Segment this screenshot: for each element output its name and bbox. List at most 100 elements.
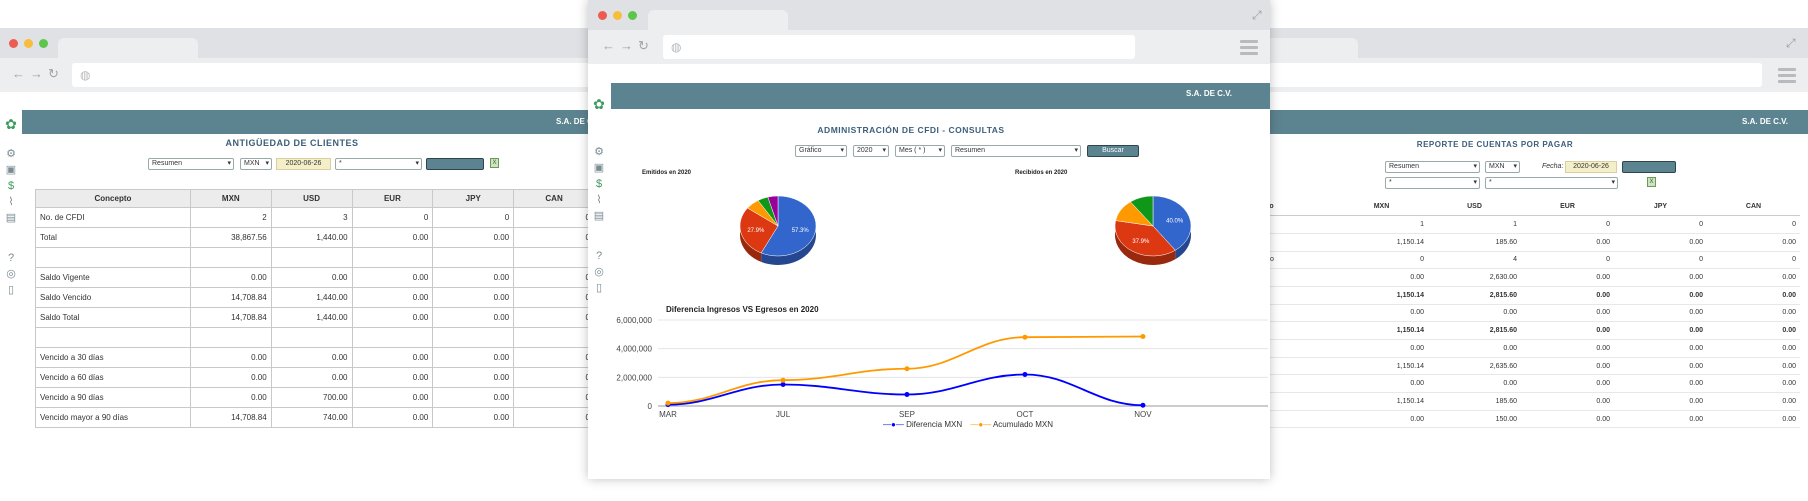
reload-icon[interactable]: ↻: [48, 66, 59, 81]
address-bar[interactable]: ◍: [663, 35, 1135, 59]
gear-icon[interactable]: ⚙: [6, 148, 16, 160]
dollar-icon[interactable]: $: [7, 180, 15, 192]
pie-slice-side: [1115, 220, 1176, 265]
series-point: [904, 392, 910, 398]
address-bar[interactable]: [1180, 63, 1762, 87]
user-icon[interactable]: ◎: [6, 268, 16, 280]
pie-right-title: Recibidos en 2020: [1015, 170, 1068, 176]
legend-diferencia-icon: —●—: [883, 420, 904, 429]
box-icon[interactable]: ▣: [5, 164, 17, 176]
address-row: ← → ↻ ◍: [588, 30, 1270, 64]
legend-acumulado-icon: —●—: [970, 420, 992, 429]
forward-arrow-icon[interactable]: →: [620, 38, 633, 53]
expand-icon[interactable]: ⤢: [1786, 36, 1796, 50]
currency-select[interactable]: MXN: [240, 158, 272, 170]
box-icon[interactable]: ▣: [593, 162, 605, 174]
currency-select[interactable]: MXN: [1485, 161, 1520, 173]
y-tick-label: 0: [648, 402, 653, 411]
table-cell: 0: [1614, 215, 1707, 234]
table-cell: 0.00: [1521, 268, 1614, 287]
pie-left-title: Emitidos en 2020: [642, 170, 692, 176]
minimize-dot[interactable]: [24, 39, 33, 48]
book-icon[interactable]: ▯: [595, 282, 603, 294]
year-select[interactable]: 2020: [853, 145, 889, 157]
table-cell: 185.60: [1428, 233, 1521, 252]
maximize-dot[interactable]: [628, 11, 637, 20]
table-cell: 0.00: [1614, 233, 1707, 252]
table-cell: 1: [1335, 215, 1428, 234]
expand-icon[interactable]: ⤢: [1252, 8, 1262, 22]
gear-icon[interactable]: ⚙: [594, 146, 604, 158]
excel-icon[interactable]: X: [490, 158, 499, 168]
menu-icon[interactable]: [1240, 40, 1258, 58]
mode-select[interactable]: Resumen: [1385, 161, 1480, 173]
table-cell: 0.00: [1614, 357, 1707, 376]
table-cell: 1,440.00: [270, 227, 353, 248]
filter2-select[interactable]: *: [1485, 177, 1618, 189]
table-cell: [513, 327, 595, 348]
column-header: JPY: [432, 189, 515, 208]
table-cell: 185.60: [1428, 392, 1521, 411]
table-cell: 0: [432, 207, 515, 228]
table-cell: 0.00: [189, 367, 272, 388]
close-dot[interactable]: [598, 11, 607, 20]
book-icon[interactable]: ▯: [7, 284, 15, 296]
table-cell: 0.00: [1428, 374, 1521, 394]
table-cell: 0.00: [1707, 339, 1800, 358]
truck-icon[interactable]: ▤: [5, 212, 17, 224]
table-row: [35, 327, 595, 348]
pie-slice-side: [740, 208, 762, 262]
browser-tab[interactable]: [58, 38, 198, 60]
table-row: encido a 60 días1,150.14185.600.000.000.…: [1180, 392, 1800, 411]
back-arrow-icon[interactable]: ←: [602, 38, 615, 53]
mode-select[interactable]: Resumen: [951, 145, 1081, 157]
table-cell: 0.00: [1521, 339, 1614, 358]
table-cell: 1,440.00: [270, 287, 353, 308]
truck-icon[interactable]: ▤: [593, 210, 605, 222]
table-cell: 0.00: [1614, 339, 1707, 358]
browser-tab[interactable]: [648, 10, 788, 32]
view-select[interactable]: Gráfico: [795, 145, 847, 157]
app-sidebar: ✿ ⚙ ▣ $ ⌇ ▤ ? ◎ ▯: [588, 97, 610, 479]
table-cell: Saldo Vigente: [35, 267, 191, 288]
legend-acumulado: Acumulado MXN: [992, 420, 1053, 429]
address-bar[interactable]: ◍: [72, 63, 600, 87]
dollar-icon[interactable]: $: [595, 178, 603, 190]
mode-select[interactable]: Resumen: [148, 158, 234, 170]
filter1-select[interactable]: *: [1385, 177, 1480, 189]
x-tick-label: OCT: [1017, 410, 1034, 419]
series-point: [1140, 333, 1146, 339]
chart-icon[interactable]: ⌇: [8, 196, 14, 208]
search-button[interactable]: [426, 158, 484, 170]
reload-icon[interactable]: ↻: [638, 38, 649, 53]
table-cell: [189, 327, 272, 348]
table-row: Vencido mayor a 90 días 14,708.84 740.00 0.…: [35, 407, 595, 428]
series-point: [904, 366, 910, 372]
back-arrow-icon[interactable]: ←: [12, 66, 25, 81]
search-button[interactable]: Buscar: [1087, 145, 1139, 157]
help-icon[interactable]: ?: [595, 250, 603, 262]
month-select[interactable]: Mes ( * ): [895, 145, 945, 157]
user-icon[interactable]: ◎: [594, 266, 604, 278]
forward-arrow-icon[interactable]: →: [30, 66, 43, 81]
chart-icon[interactable]: ⌇: [596, 194, 602, 206]
table-cell: 1,150.14: [1335, 233, 1428, 252]
maximize-dot[interactable]: [39, 39, 48, 48]
excel-icon[interactable]: X: [1647, 177, 1656, 187]
table-cell: [35, 247, 191, 268]
minimize-dot[interactable]: [613, 11, 622, 20]
search-button[interactable]: [1622, 161, 1676, 173]
date-field[interactable]: 2020-06-26: [1565, 161, 1617, 173]
help-icon[interactable]: ?: [7, 252, 15, 264]
date-field[interactable]: 2020-06-26: [276, 158, 331, 170]
address-row: ← → ↻ ◍: [0, 58, 600, 92]
column-header: CAN: [513, 189, 595, 208]
table-cell: Vencido a 60 días: [35, 367, 191, 388]
client-select[interactable]: *: [335, 158, 422, 170]
menu-icon[interactable]: [1778, 68, 1796, 86]
close-dot[interactable]: [9, 39, 18, 48]
